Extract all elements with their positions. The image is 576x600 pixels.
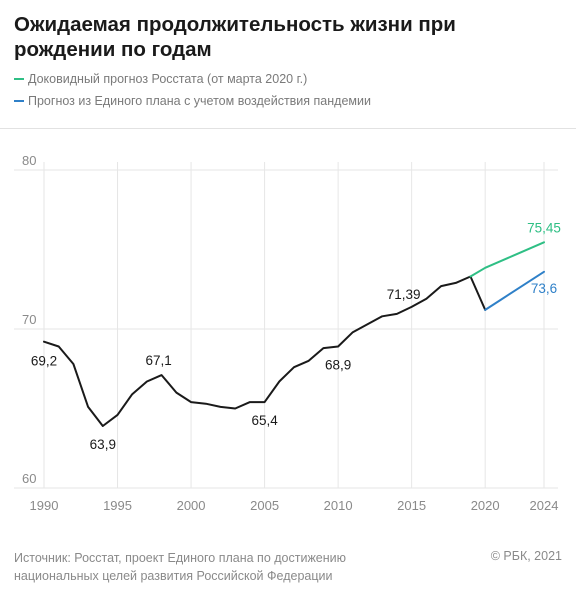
x-tick-label: 2015	[397, 498, 426, 513]
x-tick-label: 2024	[530, 498, 559, 513]
x-tick-label: 2000	[177, 498, 206, 513]
legend-swatch-green	[14, 77, 24, 80]
y-tick-label: 80	[22, 153, 36, 168]
data-label: 67,1	[146, 353, 172, 368]
y-tick-label: 70	[22, 312, 36, 327]
x-tick-label: 2005	[250, 498, 279, 513]
data-label: 63,9	[90, 437, 116, 452]
series-line-precovid-forecast	[469, 241, 545, 278]
data-label: 65,4	[251, 413, 278, 428]
legend-swatch-blue	[14, 99, 24, 102]
x-tick-label: 2010	[324, 498, 353, 513]
y-tick-label: 60	[22, 471, 36, 486]
data-label: 68,9	[325, 357, 351, 372]
data-label: 73,6	[531, 281, 557, 296]
chart-title: Ожидаемая продолжительность жизни при ро…	[14, 13, 456, 61]
x-tick-label: 1990	[30, 498, 59, 513]
header-divider	[0, 128, 576, 129]
series-line-actual	[43, 275, 487, 427]
copyright: © РБК, 2021	[490, 549, 562, 563]
legend-item-precovid: Доковидный прогноз Росстата (от марта 20…	[14, 72, 554, 86]
data-label: 75,45	[527, 220, 561, 235]
legend-item-pandemic: Прогноз из Единого плана с учетом воздей…	[14, 94, 554, 108]
series-line-pandemic-forecast	[484, 270, 545, 311]
data-label: 69,2	[31, 354, 57, 369]
legend-label-precovid: Доковидный прогноз Росстата (от марта 20…	[28, 72, 308, 86]
data-label: 71,39	[387, 287, 421, 302]
x-tick-label: 1995	[103, 498, 132, 513]
source-note: Источник: Росстат, проект Единого плана …	[14, 551, 347, 583]
legend-label-pandemic: Прогноз из Единого плана с учетом воздей…	[28, 94, 371, 108]
x-tick-label: 2020	[471, 498, 500, 513]
